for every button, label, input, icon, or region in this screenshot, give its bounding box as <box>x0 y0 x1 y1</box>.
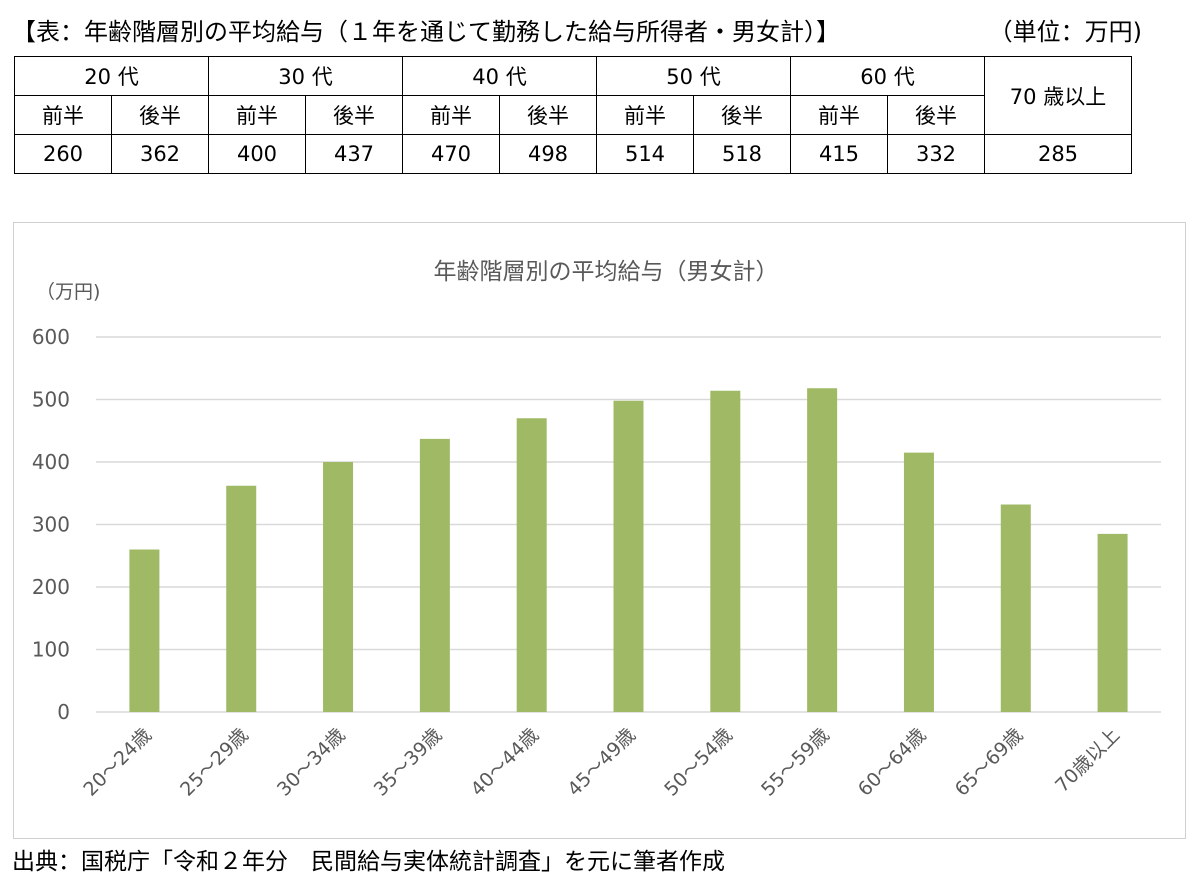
header-half: 前半 <box>596 95 694 135</box>
bar <box>323 462 354 712</box>
x-tick-label: 65～69歳 <box>951 724 1028 801</box>
table-cell-value: 514 <box>596 134 694 174</box>
header-half: 後半 <box>111 95 209 135</box>
bar <box>903 452 934 712</box>
x-tick-label: 60～64歳 <box>854 724 931 801</box>
header-decade-20s: 20 代 <box>14 56 209 96</box>
y-tick-label: 100 <box>32 638 70 662</box>
x-tick-label: 70歳以上 <box>1051 724 1124 797</box>
header-half: 後半 <box>887 95 985 135</box>
table-cell-value: 400 <box>208 134 306 174</box>
bar <box>613 400 644 712</box>
bar <box>807 388 838 712</box>
x-tick-label: 40～44歳 <box>467 724 544 801</box>
x-tick-label: 55～59歳 <box>757 724 834 801</box>
table-cell-value: 415 <box>790 134 888 174</box>
table-cell-value: 470 <box>402 134 500 174</box>
table-cell-value: 518 <box>693 134 791 174</box>
table-header-row-halves: 前半 後半 前半 後半 前半 後半 前半 後半 前半 後半 <box>14 95 1132 135</box>
chart-title: 年齢階層別の平均給与（男女計） <box>434 259 779 285</box>
table-header-row-decades: 20 代 30 代 40 代 50 代 60 代 70 歳以上 <box>14 56 1132 135</box>
table-cell-value: 362 <box>111 134 209 174</box>
bar <box>710 390 741 712</box>
source-note: 出典：国税庁「令和２年分 民間給与実体統計調査」を元に筆者作成 <box>12 849 725 875</box>
x-tick-label: 45～49歳 <box>563 724 640 801</box>
bar <box>1097 533 1128 712</box>
y-axis-label: （万円) <box>36 281 100 303</box>
header-half: 前半 <box>402 95 500 135</box>
header-decade-60s: 60 代 <box>790 56 985 96</box>
salary-table: 20 代 30 代 40 代 50 代 60 代 70 歳以上 前半 後半 前半… <box>14 56 1132 174</box>
header-half: 後半 <box>499 95 597 135</box>
bars <box>129 388 1128 712</box>
header-decade-50s: 50 代 <box>596 56 791 96</box>
table-cell-value: 332 <box>887 134 985 174</box>
header-half: 前半 <box>790 95 888 135</box>
y-tick-label: 0 <box>57 700 70 724</box>
header-half: 後半 <box>693 95 791 135</box>
y-tick-label: 300 <box>32 513 70 537</box>
header-decade-30s: 30 代 <box>208 56 403 96</box>
unit-note: （単位：万円) <box>988 18 1142 46</box>
y-tick-label: 200 <box>32 575 70 599</box>
header-decade-40s: 40 代 <box>402 56 597 96</box>
header-half: 後半 <box>305 95 403 135</box>
table-cell-value: 260 <box>14 134 112 174</box>
table-cell-value: 498 <box>499 134 597 174</box>
table-value-row: 260 362 400 437 470 498 514 518 415 332 … <box>14 134 1132 174</box>
bar <box>226 485 257 712</box>
y-tick-label: 500 <box>32 388 70 412</box>
bar <box>1000 504 1031 712</box>
x-tick-label: 35～39歳 <box>370 724 447 801</box>
x-tick-label: 25～29歳 <box>176 724 253 801</box>
table-heading: 【表：年齢階層別の平均給与（１年を通じて勤務した給与所得者・男女計）】 <box>12 18 840 46</box>
x-tick-label: 30～34歳 <box>273 724 350 801</box>
x-axis-ticks: 20～24歳 25～29歳 30～34歳 35～39歳 40～44歳 45～49歳 50～5… <box>79 724 1124 801</box>
bar-chart: 0 100 200 300 400 500 600 20～24歳 25～29歳 30～34歳 35… <box>32 259 1161 801</box>
header-half: 前半 <box>208 95 306 135</box>
y-axis-ticks: 0 100 200 300 400 500 600 <box>32 325 70 724</box>
y-tick-label: 600 <box>32 325 70 349</box>
x-tick-label: 50～54歳 <box>660 724 737 801</box>
y-tick-label: 400 <box>32 450 70 474</box>
table-cell-value: 285 <box>984 134 1132 174</box>
bar <box>419 438 450 712</box>
header-70-plus: 70 歳以上 <box>984 56 1132 135</box>
bar <box>516 418 547 712</box>
table-cell-value: 437 <box>305 134 403 174</box>
bar <box>129 549 160 712</box>
header-half: 前半 <box>14 95 112 135</box>
x-tick-label: 20～24歳 <box>79 724 156 801</box>
chart-area: 0 100 200 300 400 500 600 20～24歳 25～29歳 30～34歳 35… <box>13 222 1186 839</box>
